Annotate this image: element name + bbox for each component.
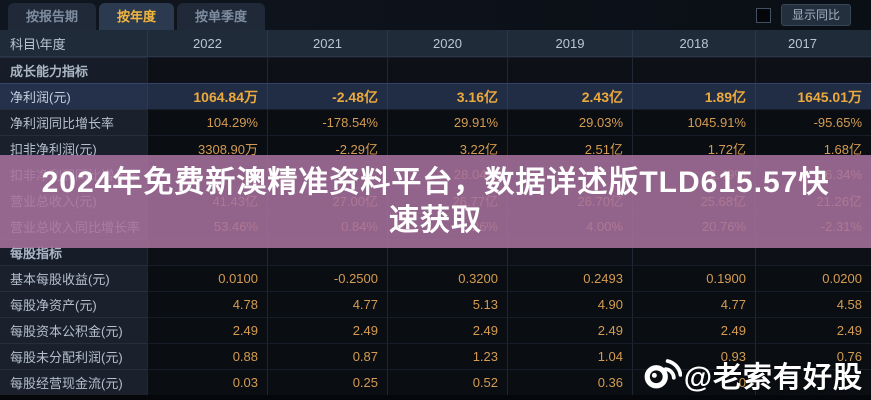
cell: 0.0200 (755, 265, 871, 291)
cell: 1645.01万 (755, 83, 871, 109)
corner-label: 科目\年度 (10, 36, 66, 52)
cell: -2.48亿 (267, 83, 387, 109)
cell: 2.49 (507, 317, 632, 343)
cell: 4.77 (632, 291, 755, 317)
ad-watermark-line2: 速获取 (389, 203, 482, 237)
cell: 0.36 (507, 369, 632, 395)
show-yoy-checkbox[interactable] (755, 7, 771, 23)
cell: 0 (632, 369, 755, 395)
cell: 29.03% (507, 109, 632, 135)
cell: 0.76 (755, 343, 871, 369)
weibo-watermark: @老索有好股 (640, 353, 863, 396)
cell (507, 57, 632, 83)
row-label: 成长能力指标 (0, 57, 147, 83)
cell: 29.91% (387, 109, 507, 135)
cell: 2.43亿 (507, 83, 632, 109)
table-row-undistributed-profit-per-share[interactable]: 每股未分配利润(元) 0.88 0.87 1.23 1.04 0.93 0.76 (0, 343, 871, 369)
table-row-basic-eps[interactable]: 基本每股收益(元) 0.0100 -0.2500 0.3200 0.2493 0… (0, 265, 871, 291)
cell: 3.16亿 (387, 83, 507, 109)
cell: 1.89亿 (632, 83, 755, 109)
cell: 1.04 (507, 343, 632, 369)
ad-watermark-line1: 2024年免费新澳精准资料平台，数据详述版TLD615.57快 (41, 165, 830, 199)
tab-by-quarter[interactable]: 按单季度 (177, 3, 266, 30)
cell (755, 369, 871, 395)
year-header[interactable]: 2019 (507, 30, 632, 56)
cell: 2.49 (387, 317, 507, 343)
table-row-net-profit[interactable]: 净利润(元) 1064.84万 -2.48亿 3.16亿 2.43亿 1.89亿… (0, 83, 871, 109)
table-row-operating-cashflow-per-share[interactable]: 每股经营现金流(元) 0.03 0.25 0.52 0.36 0 (0, 369, 871, 395)
year-header[interactable]: 2020 (387, 30, 507, 56)
row-label: 净利润(元) (0, 83, 147, 109)
cell: 1045.91% (632, 109, 755, 135)
cell: 4.58 (755, 291, 871, 317)
cell: 5.13 (387, 291, 507, 317)
cell: 1.23 (387, 343, 507, 369)
compare-controls: 显示同比 (755, 4, 851, 26)
year-header[interactable]: 2017 (755, 30, 871, 56)
year-header[interactable]: 2018 (632, 30, 755, 56)
cell (147, 57, 267, 83)
cell: 0.25 (267, 369, 387, 395)
row-label: 每股资本公积金(元) (0, 317, 147, 343)
section-row-growth: 成长能力指标 (0, 57, 871, 83)
cell: 2.49 (147, 317, 267, 343)
tab-by-report-period[interactable]: 按报告期 (8, 3, 97, 30)
cell: -0.2500 (267, 265, 387, 291)
cell (267, 57, 387, 83)
cell: -178.54% (267, 109, 387, 135)
year-header[interactable]: 2021 (267, 30, 387, 56)
table-row-net-profit-yoy[interactable]: 净利润同比增长率 104.29% -178.54% 29.91% 29.03% … (0, 109, 871, 135)
row-label: 净利润同比增长率 (0, 109, 147, 135)
cell: 0.93 (632, 343, 755, 369)
row-label: 每股经营现金流(元) (0, 369, 147, 395)
cell: -95.65% (755, 109, 871, 135)
cell: 0.03 (147, 369, 267, 395)
cell (755, 57, 871, 83)
weibo-icon (640, 353, 684, 396)
cell: 104.29% (147, 109, 267, 135)
cell: 0.1900 (632, 265, 755, 291)
cell: 0.52 (387, 369, 507, 395)
table-row-net-assets-per-share[interactable]: 每股净资产(元) 4.78 4.77 5.13 4.90 4.77 4.58 (0, 291, 871, 317)
cell: 0.2493 (507, 265, 632, 291)
year-header[interactable]: 2022 (147, 30, 267, 56)
cell: 0.3200 (387, 265, 507, 291)
cell: 4.90 (507, 291, 632, 317)
cell: 2.49 (632, 317, 755, 343)
cell: 0.87 (267, 343, 387, 369)
cell: 4.78 (147, 291, 267, 317)
cell (632, 57, 755, 83)
tab-by-year[interactable]: 按年度 (99, 3, 175, 30)
ad-watermark-banner: 2024年免费新澳精准资料平台，数据详述版TLD615.57快 速获取 (0, 155, 871, 248)
table-header-row: 科目\年度 2022 2021 2020 2019 2018 2017 (0, 30, 871, 57)
cell (387, 57, 507, 83)
cell: 1064.84万 (147, 83, 267, 109)
cell: 1.72亿 (632, 135, 755, 161)
cell: 4.77 (267, 291, 387, 317)
row-label: 基本每股收益(元) (0, 265, 147, 291)
table-row-capital-reserve-per-share[interactable]: 每股资本公积金(元) 2.49 2.49 2.49 2.49 2.49 2.49 (0, 317, 871, 343)
show-yoy-button[interactable]: 显示同比 (780, 4, 851, 26)
period-tabbar: 按报告期 按年度 按单季度 显示同比 (0, 0, 871, 30)
cell: 2.49 (755, 317, 871, 343)
cell: 2.49 (267, 317, 387, 343)
cell: 0.0100 (147, 265, 267, 291)
weibo-handle: @老索有好股 (683, 361, 863, 394)
cell: 0.88 (147, 343, 267, 369)
row-label: 每股未分配利润(元) (0, 343, 147, 369)
row-label: 每股净资产(元) (0, 291, 147, 317)
